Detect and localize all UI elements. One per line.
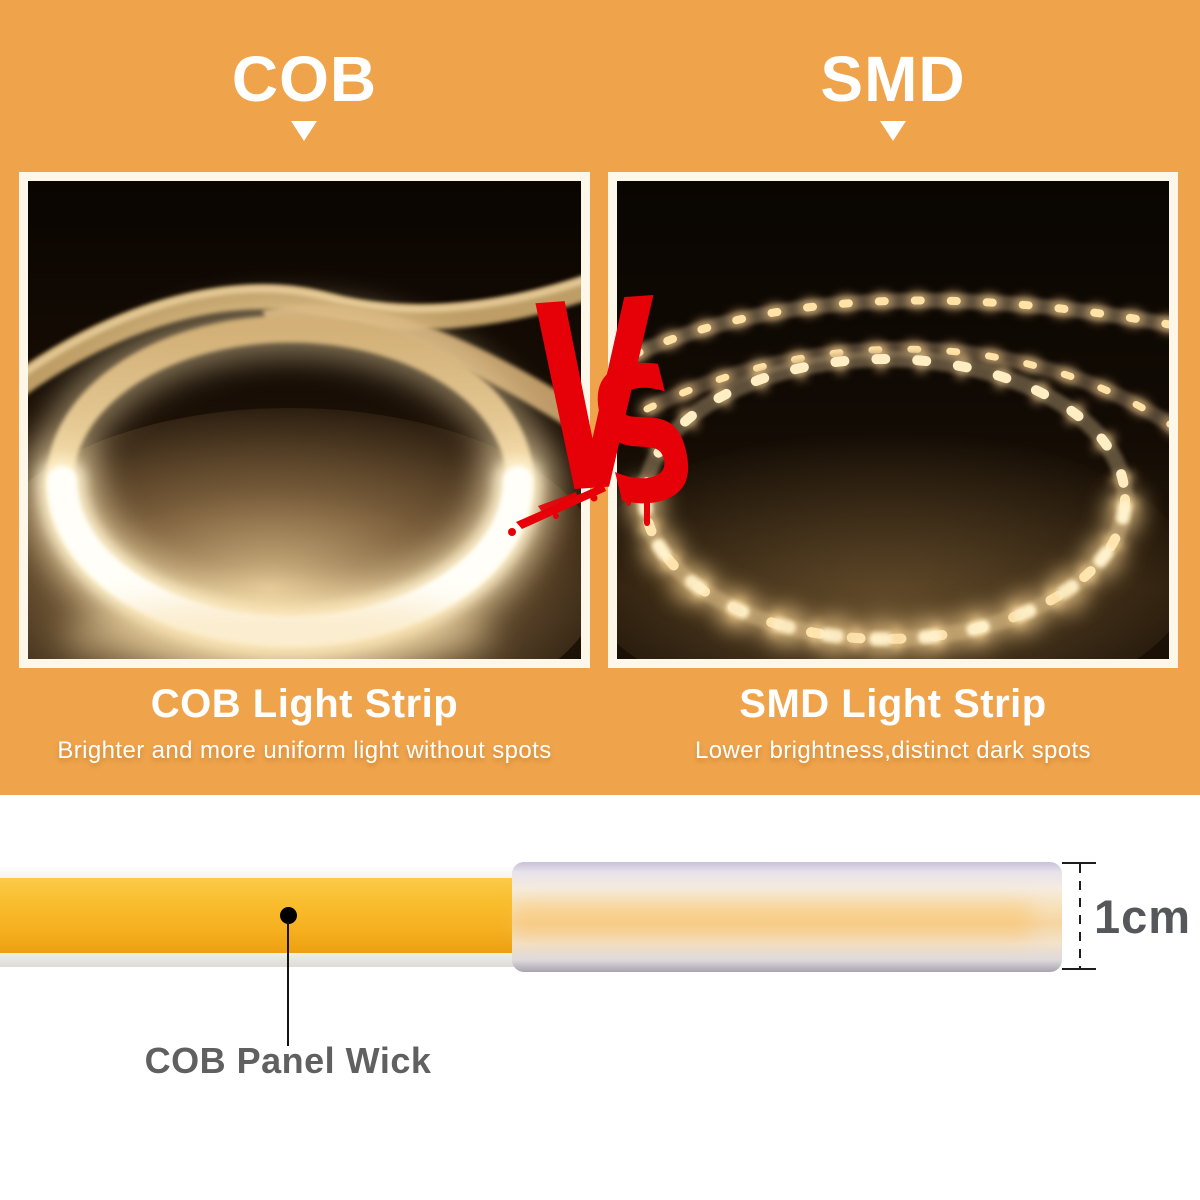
cob-photo — [19, 172, 590, 668]
silicone-sleeve — [512, 862, 1062, 972]
cob-title: COB — [231, 43, 378, 115]
smd-caption: SMD Light Strip — [739, 682, 1047, 726]
measure-tick-bottom — [1062, 968, 1096, 970]
cob-wick-strip — [0, 878, 516, 953]
wick-dot-marker — [280, 907, 297, 924]
wick-leader-line — [287, 922, 289, 1046]
smd-title: SMD — [820, 43, 966, 115]
wick-label: COB Panel Wick — [144, 1040, 432, 1081]
vs-badge: V S — [498, 245, 716, 554]
measurement-dashed-line — [1079, 864, 1081, 968]
cob-caption: COB Light Strip — [150, 682, 459, 726]
smd-photo — [608, 172, 1178, 668]
measurement-label: 1cm — [1094, 890, 1192, 943]
vs-splatter — [508, 484, 650, 536]
smd-description: Lower brightness,distinct dark spots — [695, 737, 1091, 764]
measure-tick-top — [1062, 862, 1096, 864]
down-arrow-icon — [291, 121, 317, 141]
cob-description: Brighter and more uniform light without … — [57, 737, 552, 764]
down-arrow-icon — [880, 121, 906, 141]
